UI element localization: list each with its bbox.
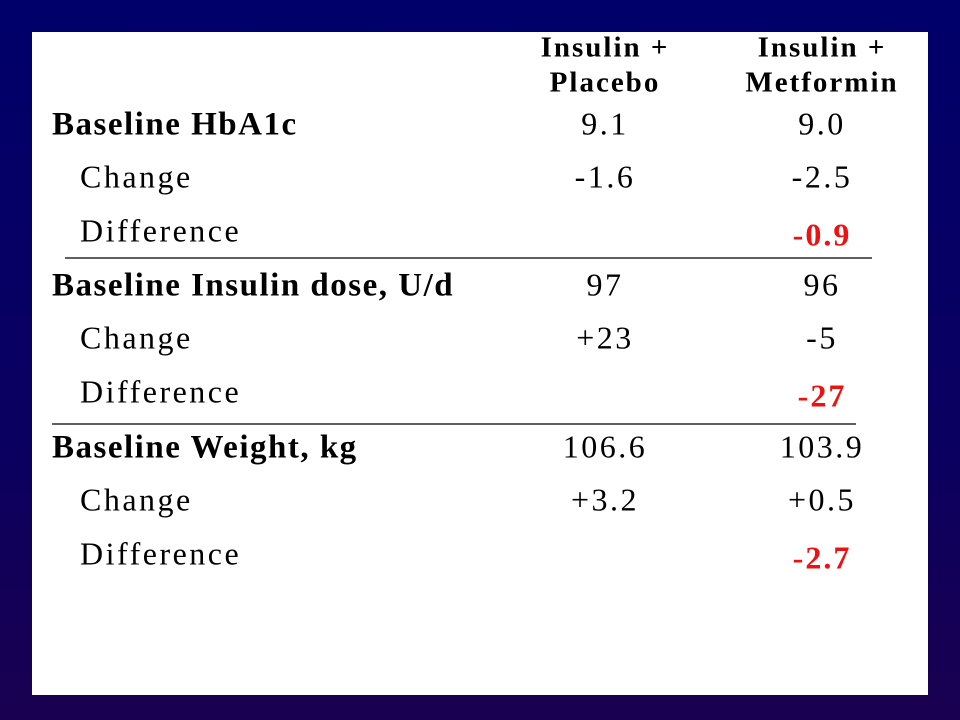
difference-value: -2.7 (793, 539, 852, 575)
baseline-value: 103.9 (780, 428, 865, 464)
group-label: Baseline HbA1c (52, 107, 298, 143)
panel (32, 32, 928, 695)
baseline-value: 106.6 (563, 428, 648, 464)
change-value: -2.5 (792, 158, 853, 194)
change-value: +0.5 (788, 481, 856, 517)
baseline-value: 96 (804, 266, 841, 302)
baseline-value: 97 (587, 266, 624, 302)
column-header: Metformin (745, 67, 898, 99)
group-label: Baseline Insulin dose, U/d (52, 268, 454, 304)
change-label: Change (80, 481, 193, 517)
change-value: -1.6 (575, 158, 636, 194)
baseline-value: 9.1 (581, 105, 629, 141)
difference-label: Difference (80, 212, 241, 248)
column-header: Placebo (550, 67, 661, 99)
difference-label: Difference (80, 535, 241, 571)
column-header: Insulin + (758, 32, 887, 64)
change-value: +23 (576, 319, 634, 355)
difference-label: Difference (80, 373, 241, 409)
change-value: -5 (806, 319, 838, 355)
column-header: Insulin + (541, 32, 670, 64)
difference-value: -0.9 (793, 216, 852, 252)
difference-value: -27 (798, 377, 847, 413)
change-label: Change (80, 158, 193, 194)
change-value: +3.2 (571, 481, 639, 517)
change-label: Change (80, 319, 193, 355)
group-label: Baseline Weight, kg (52, 430, 358, 466)
baseline-value: 9.0 (798, 105, 846, 141)
